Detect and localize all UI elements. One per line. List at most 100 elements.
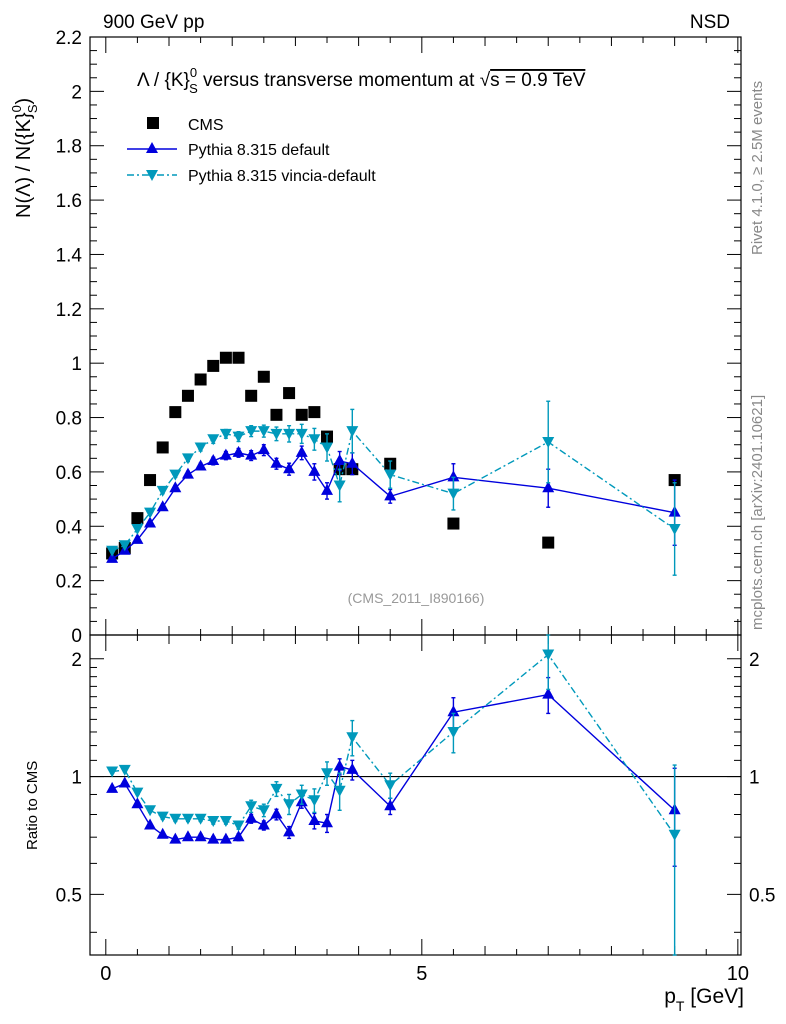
data-point-pythia-default — [270, 807, 283, 819]
data-point-cms — [447, 517, 460, 530]
legend-marker-cms — [147, 117, 159, 129]
x-tick-label: 5 — [416, 963, 427, 985]
data-point-pythia-default — [131, 532, 144, 544]
data-point-pythia-default — [194, 459, 207, 471]
data-point-pythia-vincia — [270, 428, 283, 440]
series-line — [112, 653, 676, 836]
data-point-pythia-default — [232, 830, 245, 842]
data-point-pythia-vincia — [232, 820, 245, 832]
data-point-pythia-vincia — [245, 801, 258, 813]
data-point-cms — [257, 370, 270, 383]
data-point-pythia-vincia — [321, 768, 334, 780]
data-point-pythia-vincia — [207, 434, 220, 446]
y-tick-label: 0.6 — [56, 463, 82, 484]
series-line — [111, 693, 676, 841]
data-point-pythia-vincia — [384, 469, 397, 481]
data-point-pythia-vincia — [156, 485, 169, 497]
data-point-pythia-vincia — [194, 442, 207, 454]
chart-title: Λ / {K}0 S versus transverse momentum at … — [137, 65, 586, 96]
data-point-pythia-vincia — [333, 480, 346, 492]
y-tick-label: 1.8 — [56, 137, 82, 158]
data-point-pythia-vincia — [270, 783, 283, 795]
data-point-pythia-vincia — [308, 795, 321, 807]
data-point-pythia-default — [245, 811, 258, 823]
data-point-pythia-vincia — [169, 813, 182, 825]
chart-title-part-c: s = 0.9 TeV — [490, 70, 586, 91]
data-point-pythia-default — [169, 481, 182, 493]
y-tick-label: 1.2 — [56, 300, 82, 321]
data-point-pythia-default — [346, 456, 359, 468]
data-point-pythia-default — [156, 500, 169, 512]
data-point-pythia-vincia — [257, 426, 270, 438]
data-point-pythia-default — [118, 776, 131, 788]
data-point-pythia-default — [542, 481, 555, 493]
reference-label: (CMS_2011_I890166) — [348, 590, 485, 606]
header-right-label: NSD — [690, 12, 730, 33]
data-point-pythia-default — [232, 445, 245, 457]
data-point-cms — [207, 359, 220, 372]
ratio-y-tick-label: 2 — [71, 650, 82, 671]
data-point-pythia-default — [169, 832, 182, 844]
data-point-pythia-vincia — [295, 789, 308, 801]
data-point-pythia-vincia — [333, 785, 346, 797]
mcplots-label: mcplots.cern.ch [arXiv:2401.10621] — [749, 395, 766, 630]
data-point-pythia-vincia — [232, 431, 245, 443]
data-point-pythia-default — [219, 832, 232, 844]
data-point-pythia-default — [207, 454, 220, 466]
data-point-pythia-default — [346, 762, 359, 774]
y-tick-label: 1.6 — [56, 191, 82, 212]
legend: CMS Pythia 8.315 default Pythia 8.315 vi… — [127, 117, 376, 185]
data-point-cms — [181, 389, 194, 402]
x-tick-label: 10 — [727, 963, 749, 985]
data-point-pythia-default — [384, 799, 397, 811]
data-point-pythia-vincia — [384, 780, 397, 792]
data-point-pythia-default — [283, 462, 296, 474]
data-point-pythia-vincia — [219, 428, 232, 440]
data-point-pythia-vincia — [447, 726, 460, 738]
data-point-cms — [131, 512, 144, 525]
data-point-pythia-default — [245, 448, 258, 460]
data-point-pythia-vincia — [131, 787, 144, 799]
ratio-y-tick-label: 1 — [71, 768, 82, 789]
ratio-panel-frame — [89, 634, 742, 956]
data-point-cms — [542, 536, 555, 549]
data-point-pythia-vincia — [346, 426, 359, 438]
data-point-pythia-default — [181, 830, 194, 842]
y-label-part-b: ) — [13, 98, 35, 105]
chart-title-sup: 0 — [190, 65, 197, 80]
data-point-pythia-vincia — [207, 815, 220, 827]
data-point-pythia-default — [156, 827, 169, 839]
ratio-y-tick-label: 0.5 — [56, 885, 82, 906]
data-point-pythia-default — [447, 470, 460, 482]
y-tick-label: 0 — [71, 626, 82, 647]
chart-title-part-b: versus transverse momentum at — [198, 70, 480, 91]
data-point-pythia-vincia — [194, 813, 207, 825]
y-tick-label: 0.2 — [56, 572, 82, 593]
data-point-cms — [194, 373, 207, 386]
x-label-p: p — [664, 985, 676, 1008]
data-point-pythia-default — [257, 818, 270, 830]
data-point-pythia-vincia — [308, 434, 321, 446]
data-point-pythia-default — [542, 687, 555, 699]
data-point-pythia-default — [295, 445, 308, 457]
data-point-cms — [283, 387, 296, 400]
x-tick-label: 0 — [100, 963, 111, 985]
data-point-pythia-vincia — [542, 649, 555, 661]
data-point-pythia-default — [283, 825, 296, 837]
chart-title-sub: S — [189, 81, 198, 96]
y-tick-label: 2.2 — [56, 28, 82, 49]
y-tick-label: 1 — [71, 354, 82, 375]
data-point-pythia-vincia — [169, 469, 182, 481]
legend-marker-pythia-default — [146, 142, 158, 153]
y-label-part-a: N(Λ) / N({K} — [13, 112, 35, 218]
main-series — [106, 351, 681, 576]
y-label-sub: S — [25, 104, 40, 113]
data-point-cms — [270, 408, 283, 421]
main-y-axis-label: N(Λ) / N({K}0S) — [9, 98, 40, 218]
data-point-pythia-default — [219, 448, 232, 460]
data-point-pythia-vincia — [106, 545, 119, 557]
data-point-pythia-default — [308, 464, 321, 476]
data-point-pythia-vincia — [144, 805, 157, 817]
data-point-cms — [295, 408, 308, 421]
chart-title-part-a: Λ / {K} — [137, 70, 190, 91]
